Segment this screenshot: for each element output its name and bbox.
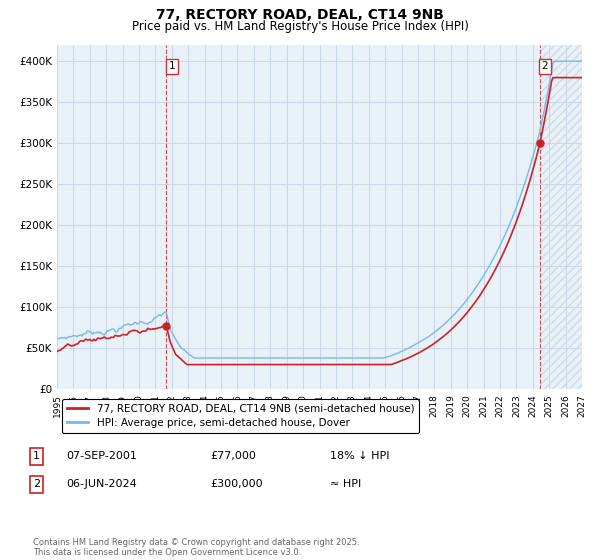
Text: 1: 1 bbox=[169, 61, 176, 71]
Text: 2: 2 bbox=[541, 61, 548, 71]
Text: £300,000: £300,000 bbox=[210, 479, 263, 489]
Text: 07-SEP-2001: 07-SEP-2001 bbox=[66, 451, 137, 461]
Legend: 77, RECTORY ROAD, DEAL, CT14 9NB (semi-detached house), HPI: Average price, semi: 77, RECTORY ROAD, DEAL, CT14 9NB (semi-d… bbox=[62, 399, 419, 433]
Text: 18% ↓ HPI: 18% ↓ HPI bbox=[330, 451, 389, 461]
Text: ≈ HPI: ≈ HPI bbox=[330, 479, 361, 489]
Text: 77, RECTORY ROAD, DEAL, CT14 9NB: 77, RECTORY ROAD, DEAL, CT14 9NB bbox=[156, 8, 444, 22]
Text: 2: 2 bbox=[33, 479, 40, 489]
Text: Price paid vs. HM Land Registry's House Price Index (HPI): Price paid vs. HM Land Registry's House … bbox=[131, 20, 469, 32]
Text: 06-JUN-2024: 06-JUN-2024 bbox=[66, 479, 137, 489]
Text: £77,000: £77,000 bbox=[210, 451, 256, 461]
Text: 1: 1 bbox=[33, 451, 40, 461]
Text: Contains HM Land Registry data © Crown copyright and database right 2025.
This d: Contains HM Land Registry data © Crown c… bbox=[33, 538, 359, 557]
